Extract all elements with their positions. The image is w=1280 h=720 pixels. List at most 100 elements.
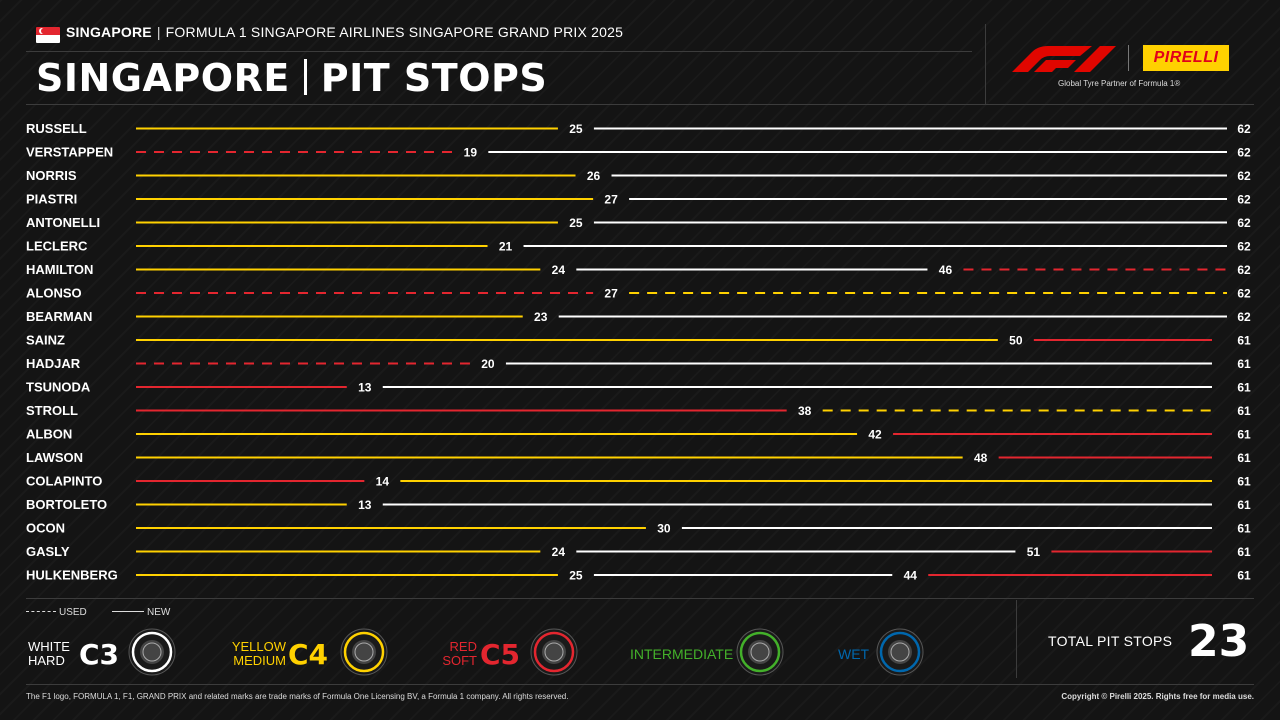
driver-name: VERSTAPPEN (26, 145, 113, 160)
lap-label: 50 (1009, 334, 1023, 348)
lap-label: 30 (657, 522, 671, 536)
lap-label: 61 (1237, 381, 1251, 395)
lap-label: 61 (1237, 334, 1251, 348)
driver-row: NORRIS 26 62 (26, 168, 1251, 183)
lap-label: 61 (1237, 522, 1251, 536)
lap-label: 61 (1237, 357, 1251, 371)
lap-label: 62 (1237, 287, 1251, 301)
header-divider (26, 51, 972, 52)
driver-row: GASLY 24 51 61 (26, 544, 1251, 559)
lap-label: 27 (604, 193, 618, 207)
legend-hard: WHITE HARD C3 (28, 628, 178, 678)
logo-divider (985, 24, 986, 104)
driver-name: PIASTRI (26, 192, 77, 207)
lap-label: 25 (569, 216, 583, 230)
lap-label: 25 (569, 569, 583, 583)
lap-label: 61 (1237, 545, 1251, 559)
lap-label: 46 (939, 263, 953, 277)
driver-name: TSUNODA (26, 380, 91, 395)
driver-name: OCON (26, 521, 65, 536)
hard-tyre-icon (128, 628, 176, 676)
driver-name: ANTONELLI (26, 215, 100, 230)
location-label: SINGAPORE (66, 24, 152, 40)
event-name: FORMULA 1 SINGAPORE AIRLINES SINGAPORE G… (165, 24, 624, 40)
wet-tyre-icon (876, 628, 924, 676)
driver-name: STROLL (26, 403, 78, 418)
total-pit-stops-value: 23 (1188, 616, 1250, 667)
lap-label: 62 (1237, 193, 1251, 207)
total-divider (1016, 600, 1017, 678)
driver-row: LAWSON 48 61 (26, 450, 1251, 465)
driver-name: SAINZ (26, 333, 65, 348)
driver-name: LAWSON (26, 450, 83, 465)
title-divider (26, 104, 1254, 105)
legend-new: NEW (112, 607, 170, 618)
driver-row: STROLL 38 61 (26, 403, 1251, 418)
driver-row: PIASTRI 27 62 (26, 192, 1251, 207)
lap-label: 62 (1237, 216, 1251, 230)
driver-row: ALBON 42 61 (26, 427, 1251, 442)
lap-label: 62 (1237, 240, 1251, 254)
event-line: SINGAPORE | FORMULA 1 SINGAPORE AIRLINES S… (66, 24, 624, 40)
driver-name: HAMILTON (26, 262, 93, 277)
lap-label: 62 (1237, 263, 1251, 277)
lap-label: 13 (358, 381, 372, 395)
driver-row: SAINZ 50 61 (26, 333, 1251, 348)
lap-label: 61 (1237, 428, 1251, 442)
pirelli-logo: PIRELLI (1143, 45, 1229, 71)
lap-label: 26 (587, 169, 601, 183)
medium-tyre-icon (340, 628, 388, 676)
lap-label: 38 (798, 404, 812, 418)
lap-label: 61 (1237, 569, 1251, 583)
lap-label: 61 (1237, 451, 1251, 465)
driver-row: COLAPINTO 14 61 (26, 474, 1251, 489)
page-title: SINGAPORE PIT STOPS (36, 56, 547, 100)
driver-row: ALONSO 27 62 (26, 286, 1251, 301)
lap-label: 21 (499, 240, 513, 254)
driver-row: LECLERC 21 62 (26, 239, 1251, 254)
lap-label: 23 (534, 310, 548, 324)
lap-label: 44 (904, 569, 918, 583)
driver-name: ALONSO (26, 286, 82, 301)
total-pit-stops-label: TOTAL PIT STOPS (1048, 633, 1173, 649)
driver-name: COLAPINTO (26, 474, 102, 489)
lap-label: 62 (1237, 146, 1251, 160)
driver-name: ALBON (26, 427, 72, 442)
legend-used: USED (26, 607, 87, 618)
driver-row: RUSSELL 25 62 (26, 121, 1251, 136)
singapore-flag-icon (36, 27, 60, 43)
footer-disclaimer: The F1 logo, FORMULA 1, F1, GRAND PRIX a… (26, 692, 569, 701)
legend-intermediate: INTERMEDIATE (630, 628, 790, 678)
driver-name: NORRIS (26, 168, 77, 183)
footer-copyright: Copyright © Pirelli 2025. Rights free fo… (1061, 692, 1254, 701)
logo-separator (1128, 45, 1129, 71)
partner-text: Global Tyre Partner of Formula 1® (1058, 79, 1181, 88)
lap-label: 51 (1027, 545, 1041, 559)
intermediate-tyre-icon (736, 628, 784, 676)
driver-name: LECLERC (26, 239, 88, 254)
lap-label: 62 (1237, 122, 1251, 136)
lap-label: 61 (1237, 475, 1251, 489)
driver-name: HULKENBERG (26, 568, 118, 583)
legend-divider (26, 598, 1254, 599)
lap-label: 61 (1237, 404, 1251, 418)
title-topic: PIT STOPS (320, 56, 548, 100)
legend-wet: WET (838, 628, 938, 678)
lap-label: 24 (552, 263, 566, 277)
lap-label: 62 (1237, 169, 1251, 183)
driver-name: RUSSELL (26, 121, 87, 136)
lap-label: 48 (974, 451, 988, 465)
driver-row: BEARMAN 23 62 (26, 309, 1251, 324)
footer-divider (26, 684, 1254, 685)
driver-name: BORTOLETO (26, 497, 107, 512)
driver-row: BORTOLETO 13 61 (26, 497, 1251, 512)
soft-tyre-icon (530, 628, 578, 676)
driver-name: HADJAR (26, 356, 81, 371)
legend-soft: RED SOFT C5 (440, 628, 590, 678)
driver-name: GASLY (26, 544, 70, 559)
driver-row: VERSTAPPEN 19 62 (26, 145, 1251, 160)
f1-logo-icon (1012, 46, 1116, 72)
title-location: SINGAPORE (36, 56, 290, 100)
lap-label: 14 (376, 475, 390, 489)
